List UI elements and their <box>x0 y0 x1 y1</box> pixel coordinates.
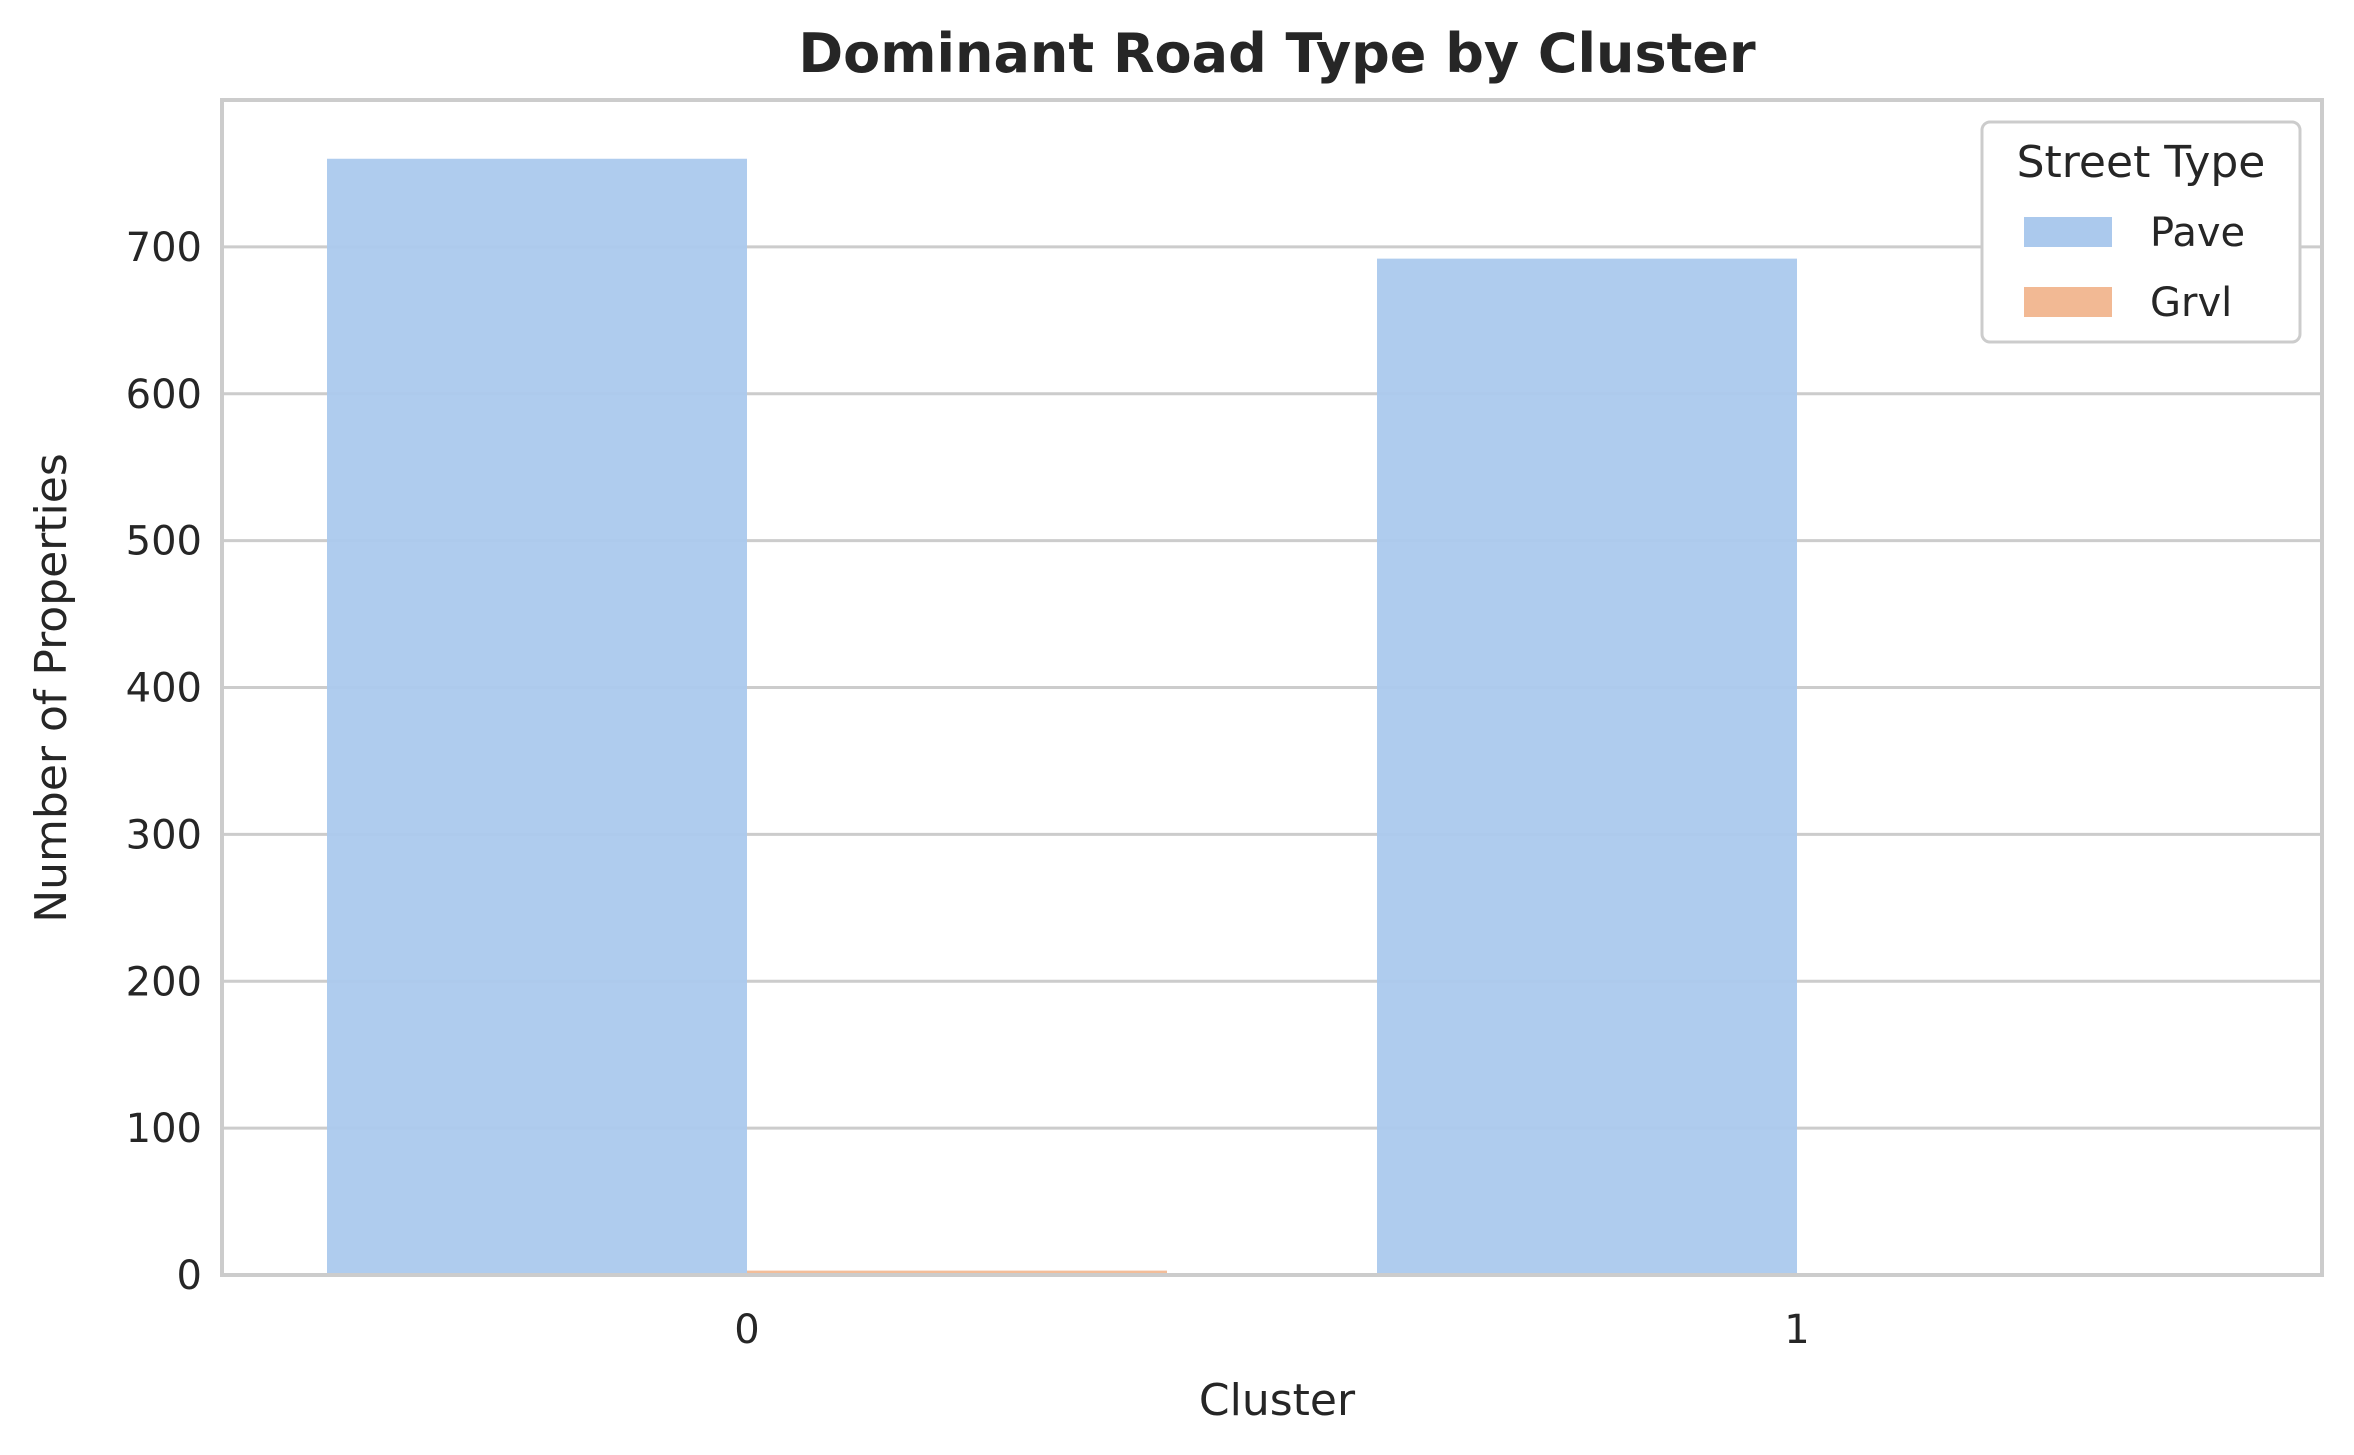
x-tick-label: 1 <box>1784 1307 1809 1353</box>
legend-items: Pave Grvl <box>2024 210 2245 326</box>
bar-grvl-cluster-0 <box>747 1270 1167 1275</box>
y-tick-label: 400 <box>126 666 202 712</box>
legend-swatch-grvl <box>2024 287 2112 317</box>
legend-title: Street Type <box>2017 137 2266 188</box>
y-tick-labels: 0 100 200 300 400 500 600 700 <box>126 225 202 1299</box>
y-tick-label: 700 <box>126 225 202 271</box>
legend-label-grvl: Grvl <box>2150 280 2232 326</box>
y-tick-label: 0 <box>177 1253 202 1299</box>
x-axis-label: Cluster <box>1199 1375 1356 1426</box>
y-tick-label: 300 <box>126 812 202 858</box>
chart-title: Dominant Road Type by Cluster <box>798 22 1756 85</box>
x-tick-label: 0 <box>734 1307 759 1353</box>
y-tick-label: 500 <box>126 519 202 565</box>
bar-pave-cluster-1 <box>1377 258 1797 1275</box>
y-tick-label: 200 <box>126 959 202 1005</box>
y-tick-label: 100 <box>126 1106 202 1152</box>
legend-label-pave: Pave <box>2150 210 2245 256</box>
legend: Street Type Pave Grvl <box>1980 120 2302 344</box>
y-tick-label: 600 <box>126 372 202 418</box>
legend-swatch-pave <box>2024 217 2112 247</box>
bars <box>327 158 1797 1275</box>
bar-pave-cluster-0 <box>327 158 747 1275</box>
plot-frame <box>220 98 2324 1277</box>
y-axis-label: Number of Properties <box>26 453 77 923</box>
